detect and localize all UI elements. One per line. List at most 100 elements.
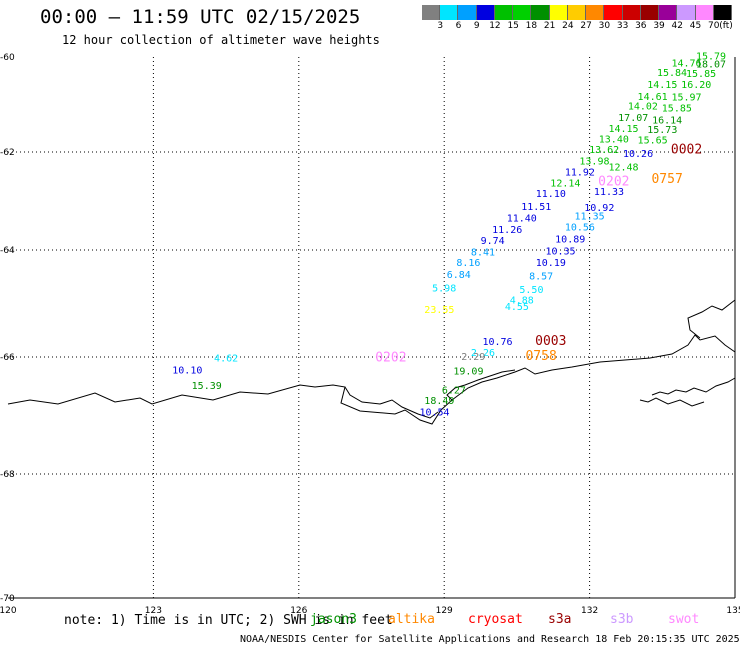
lat-tick-label: -62 [0, 148, 15, 158]
legend-tick-label: 21 [543, 21, 556, 31]
lat-tick-label: -68 [0, 470, 15, 480]
satellite-legend-swot: swot [668, 612, 700, 627]
pass-time-label: 0202 [375, 351, 406, 366]
antarctic-coastline [7, 299, 736, 425]
wave-height-value: 10.76 [482, 337, 512, 348]
wave-height-value: 14.02 [628, 101, 658, 112]
wave-height-value: 13.62 [589, 145, 619, 156]
wave-height-value: 15.79 [696, 51, 726, 62]
wave-height-value: 11.10 [536, 189, 566, 200]
legend-tick-label: 36 [635, 21, 647, 31]
legend-unit: (ft) [719, 21, 733, 31]
legend-swatch [677, 5, 696, 20]
wave-height-value: 2.29 [461, 352, 485, 363]
pass-time-label: 0757 [651, 172, 682, 187]
wave-height-value: 8.16 [456, 258, 480, 269]
pass-time-label: 0202 [598, 174, 629, 189]
wave-height-value: 14.15 [647, 80, 677, 91]
wave-height-value: 16.14 [652, 116, 682, 127]
legend-tick-label: 45 [689, 21, 702, 31]
legend-swatch [458, 5, 477, 20]
wave-height-value: 11.26 [492, 225, 522, 236]
coastline-east [687, 299, 736, 339]
wave-height-value: 9.74 [481, 236, 505, 247]
wave-height-value: 5.50 [519, 285, 543, 296]
wave-height-value: 16.20 [681, 80, 711, 91]
color-legend-bar [422, 5, 732, 20]
coastline-bay [344, 386, 439, 419]
legend-tick-label: 39 [653, 21, 665, 31]
wave-height-value: 8.57 [529, 271, 553, 282]
wave-height-value: 13.40 [599, 135, 629, 146]
legend-swatch [476, 5, 495, 20]
wave-height-value: 8.41 [471, 247, 495, 258]
legend-swatch [494, 5, 514, 20]
legend-tick-label: 6 [455, 21, 462, 31]
wave-height-value: 10.92 [584, 203, 614, 214]
wave-height-value: 12.48 [608, 163, 638, 174]
legend-tick-label: 27 [580, 21, 592, 31]
legend-tick-label: 18 [525, 21, 538, 31]
coastline-inland-2 [639, 397, 705, 407]
wave-height-value: 4.55 [505, 302, 529, 313]
legend-swatch [604, 5, 623, 20]
wave-height-value: 14.15 [608, 124, 638, 135]
page-title: 00:00 – 11:59 UTC 02/15/2025 [40, 6, 361, 28]
wave-height-value: 10.56 [565, 222, 595, 233]
footer-credit: NOAA/NESDIS Center for Satellite Applica… [240, 634, 740, 645]
legend-tick-label: 30 [598, 21, 611, 31]
wave-height-value: 10.54 [419, 408, 449, 419]
satellite-legend-cryosat: cryosat [468, 612, 523, 627]
lon-tick-label: 135 [726, 606, 740, 616]
wave-height-value: 18.07 [696, 59, 726, 70]
color-legend-labels: 3 6 9 12 15 18 21 24 27 30 33 36 39 42 45 70 (ft) [422, 21, 732, 35]
wave-height-value: 11.40 [507, 214, 537, 225]
lon-tick-label: 126 [290, 606, 307, 616]
wave-height-value: 15.65 [638, 135, 668, 146]
page-subtitle: 12 hour collection of altimeter wave hei… [62, 33, 380, 47]
wave-height-value: 10.19 [536, 258, 566, 269]
satellite-legend-s3b: s3b [610, 612, 634, 627]
wave-height-value: 4.62 [214, 354, 238, 365]
lat-tick-label: -66 [0, 353, 15, 363]
legend-swatch [659, 5, 678, 20]
lon-tick-label: 120 [0, 606, 17, 616]
satellite-legend-altika: altika [388, 612, 435, 627]
wave-height-value: 19.09 [453, 367, 483, 378]
wave-height-value: 2.26 [471, 348, 495, 359]
legend-tick-label: 3 [437, 21, 444, 31]
wave-height-value: 12.14 [550, 178, 580, 189]
wave-height-value: 11.51 [521, 202, 551, 213]
wave-height-value: 18.49 [424, 396, 454, 407]
wave-height-value: 6.27 [442, 385, 466, 396]
legend-tick-label: 24 [562, 21, 574, 31]
wave-height-value: 15.97 [671, 93, 701, 104]
wave-height-value: 10.10 [172, 365, 202, 376]
wave-height-value: 10.89 [555, 235, 585, 246]
legend-tick-label: 42 [671, 21, 684, 31]
lon-tick-label: 132 [581, 606, 598, 616]
wave-height-value: 10.35 [545, 246, 575, 257]
legend-swatch [695, 5, 714, 20]
wave-height-value: 6.84 [447, 270, 471, 281]
legend-swatch [713, 5, 732, 20]
legend-swatch [531, 5, 550, 20]
wave-height-value: 14.76 [671, 59, 701, 70]
legend-swatch [586, 5, 605, 20]
coastline-inland [651, 377, 736, 396]
wave-height-value: 5.98 [432, 284, 456, 295]
legend-tick-label: 33 [616, 21, 629, 31]
wave-height-value: 4.88 [510, 296, 534, 307]
wave-height-value: 15.39 [192, 381, 222, 392]
legend-tick-label: 15 [507, 21, 519, 31]
legend-tick-label: 70 [708, 21, 720, 31]
wave-height-value: 14.61 [638, 92, 668, 103]
pass-time-label: 0003 [535, 334, 566, 349]
legend-swatch [622, 5, 641, 20]
wave-height-value: 11.33 [594, 187, 624, 198]
wave-height-value: 13.98 [579, 156, 609, 167]
lat-tick-label: -64 [0, 246, 15, 256]
wave-height-value: 15.84 [657, 68, 687, 79]
